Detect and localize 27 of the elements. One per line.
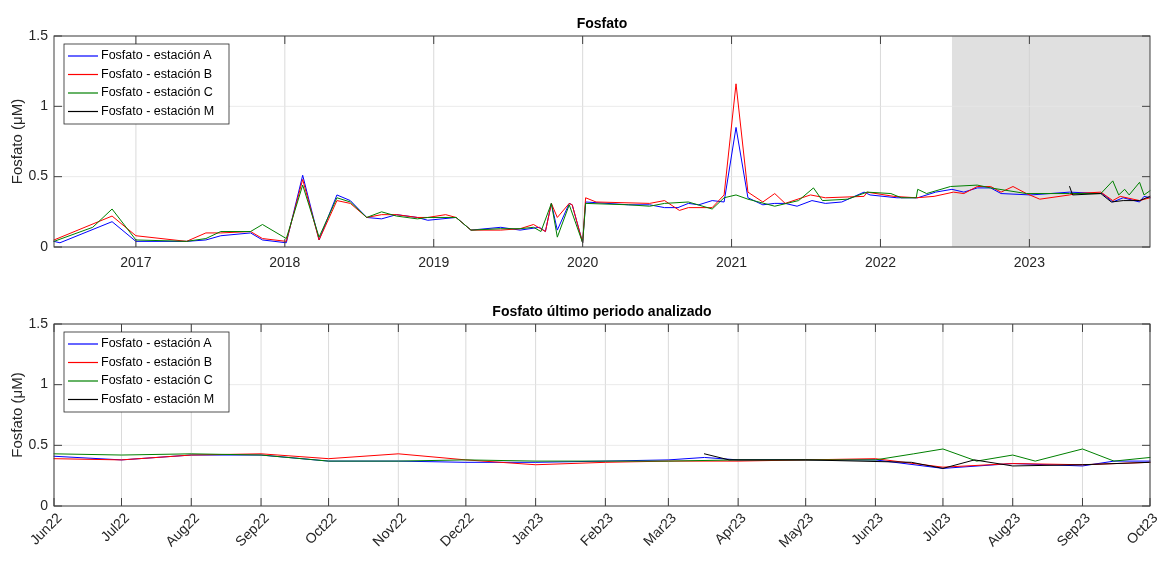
y-axis-title: Fosfato (μM): [8, 98, 25, 185]
legend-label: Fosfato - estación M: [101, 391, 215, 406]
x-tick-label: 2023: [1013, 254, 1046, 270]
y-tick-label: 0.5: [28, 436, 49, 453]
legend-label: Fosfato - estación B: [101, 66, 213, 81]
y-tick-label: 1.5: [28, 314, 49, 331]
legend-label: Fosfato - estación A: [101, 336, 213, 351]
y-axis-title: Fosfato (μM): [8, 372, 25, 458]
legend-label: Fosfato - estación C: [101, 373, 213, 388]
x-tick-label: 2017: [120, 254, 152, 270]
y-tick-label: 1: [40, 97, 49, 114]
x-tick-label: 2022: [864, 254, 897, 270]
x-tick-label: 2018: [269, 254, 301, 270]
x-tick-label: 2019: [418, 254, 450, 270]
y-tick-label: 1: [40, 375, 49, 392]
y-tick-label: 0.5: [28, 167, 49, 184]
y-tick-label: 0: [40, 237, 49, 254]
legend-label: Fosfato - estación A: [101, 48, 213, 63]
legend-label: Fosfato - estación C: [101, 85, 213, 100]
x-tick-label: 2021: [715, 254, 748, 270]
legend-label: Fosfato - estación M: [101, 103, 215, 118]
chart-title: Fosfato último periodo analizado: [492, 303, 712, 319]
x-tick-label: 2020: [567, 254, 599, 270]
legend-label: Fosfato - estación B: [101, 354, 213, 369]
y-tick-label: 1.5: [28, 26, 49, 43]
chart-title: Fosfato: [576, 15, 628, 31]
y-tick-label: 0: [40, 496, 49, 513]
